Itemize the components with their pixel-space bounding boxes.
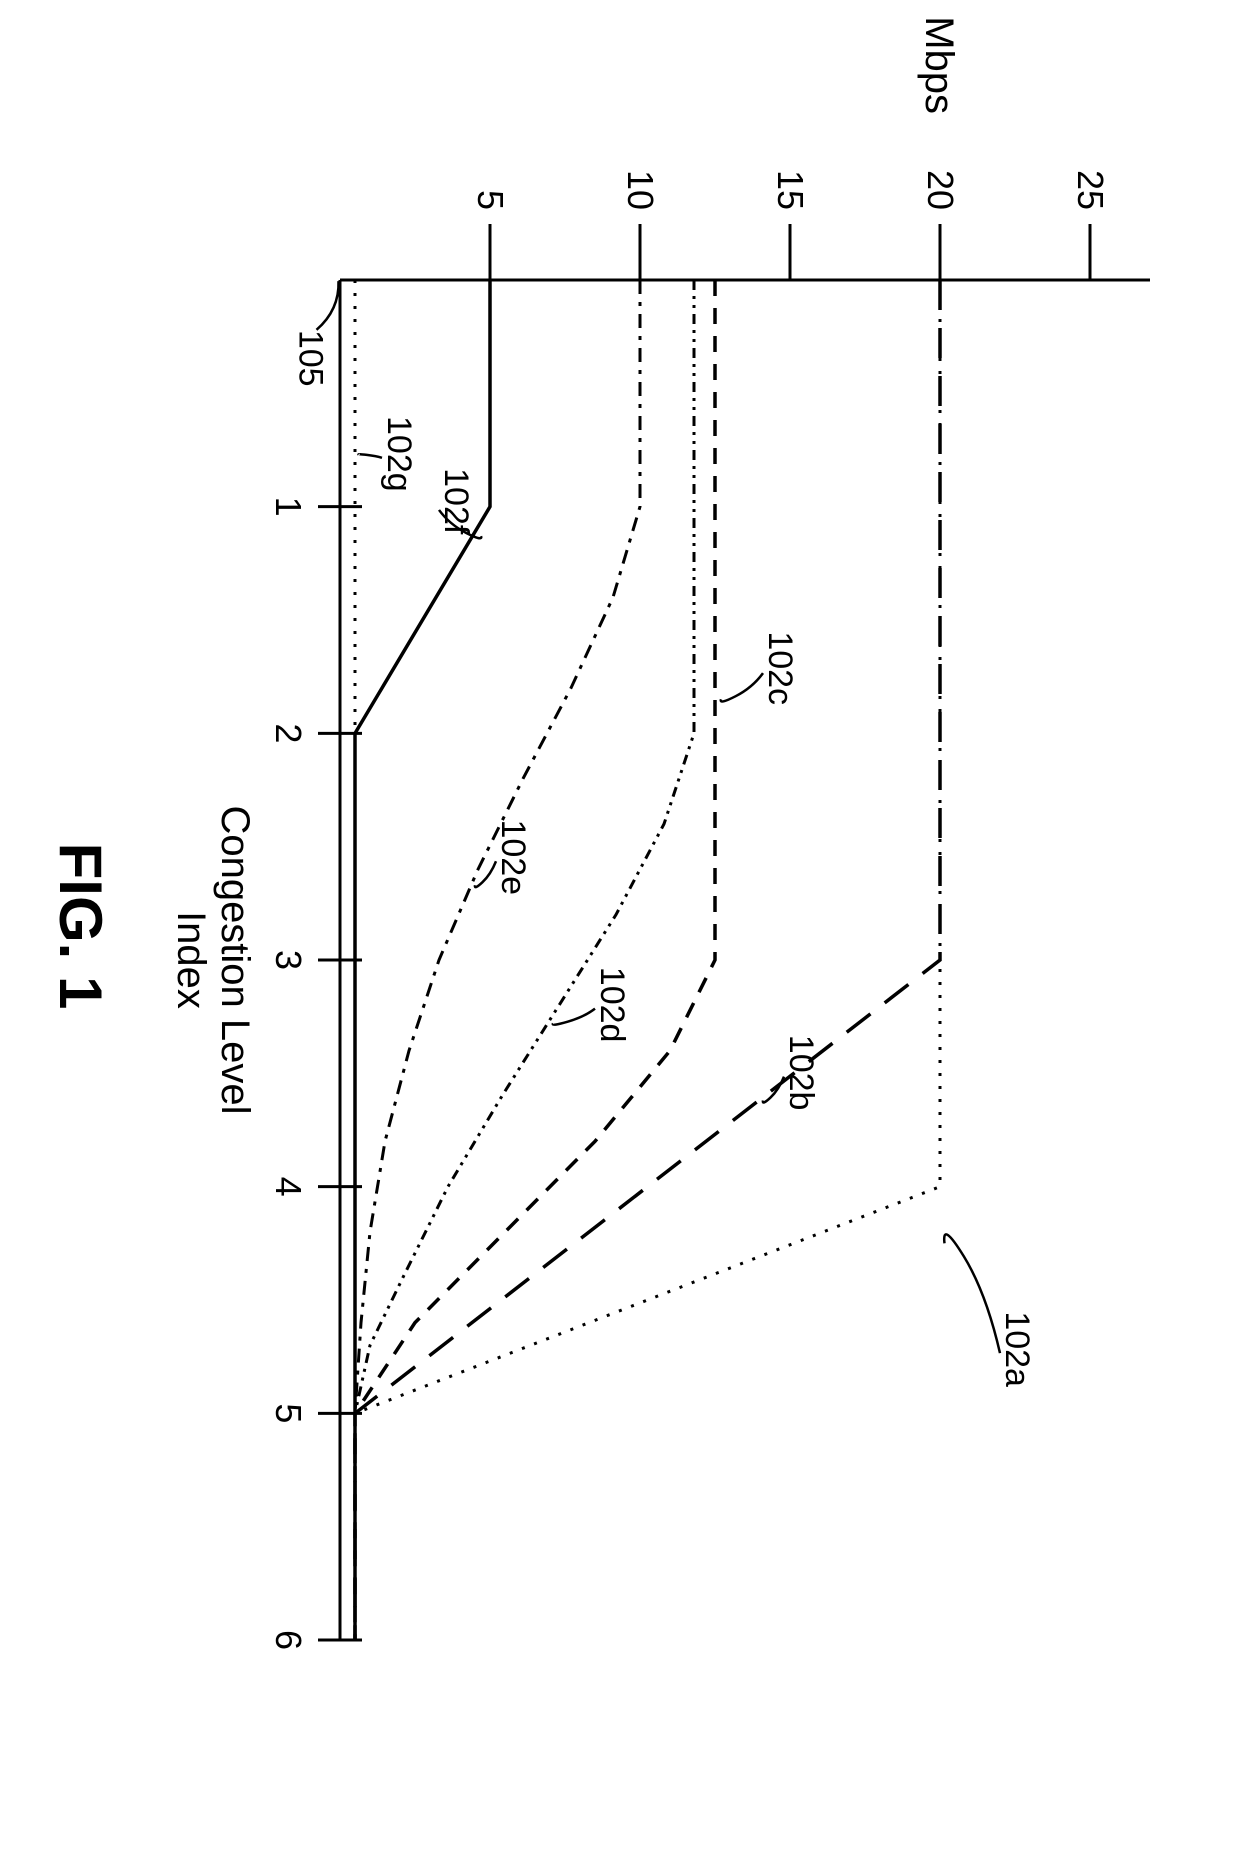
series-a-leader: [944, 1234, 1000, 1353]
series-a-label: 102a: [998, 1311, 1036, 1387]
series-c-label: 102c: [761, 631, 799, 705]
series-f-label: 102f: [437, 468, 475, 535]
floor-label: 105: [292, 330, 330, 387]
y-tick-label: 15: [770, 170, 811, 210]
x-tick-label: 3: [268, 950, 309, 970]
x-tick-label: 1: [268, 497, 309, 517]
series-b-label: 102b: [782, 1035, 820, 1111]
series-c-leader: [721, 673, 763, 701]
y-tick-label: 20: [920, 170, 961, 210]
x-tick-label: 5: [268, 1403, 309, 1423]
y-axis-label: Mbps: [917, 16, 961, 114]
chart-rotated-wrapper: 5 10 15 20 25 1 2 3 4 5 6 Mbps Congestion LevelIndex…: [0, 0, 1240, 1852]
x-tick-label: 4: [268, 1177, 309, 1197]
line-chart: 5 10 15 20 25 1 2 3 4 5 6 Mbps Congestion LevelIndex…: [0, 0, 1240, 1852]
y-tick-label: 10: [620, 170, 661, 210]
series-e-leader: [475, 861, 496, 887]
series-d-label: 102d: [593, 967, 631, 1043]
x-tick-label: 6: [268, 1630, 309, 1650]
figure-title: FIG. 1: [47, 843, 114, 1010]
axes: 5 10 15 20 25 1 2 3 4 5 6 Mbps Congestion LevelIndex: [169, 16, 1150, 1650]
floor-leader: [317, 281, 339, 330]
series-g-label: 102g: [380, 416, 418, 492]
x-axis-label: Congestion LevelIndex: [169, 805, 257, 1114]
y-tick-label: 5: [470, 190, 511, 210]
y-tick-label: 25: [1070, 170, 1111, 210]
x-tick-label: 2: [268, 723, 309, 743]
series-g-leader: [358, 454, 382, 458]
series-d-leader: [553, 1009, 595, 1025]
annotations: 102a 102b 102c 102d 102e 102f 102g 105: [292, 281, 1037, 1387]
series-e-label: 102e: [494, 819, 532, 895]
